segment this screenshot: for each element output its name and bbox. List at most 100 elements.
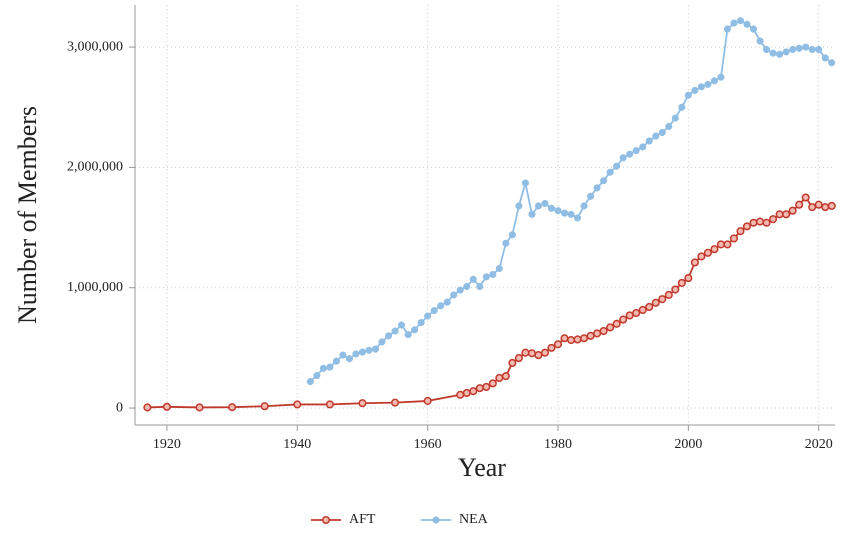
- point: [762, 218, 771, 227]
- point: [143, 403, 152, 412]
- point: [514, 354, 523, 363]
- point: [795, 44, 803, 52]
- point: [508, 231, 516, 239]
- point: [743, 20, 751, 28]
- point: [808, 45, 816, 54]
- point: [560, 209, 569, 217]
- point: [788, 206, 797, 215]
- point: [462, 388, 471, 398]
- legend-label: AFT: [349, 512, 376, 527]
- point: [371, 345, 380, 353]
- point: [736, 227, 745, 236]
- point: [678, 103, 686, 111]
- point: [411, 326, 419, 334]
- point: [606, 323, 615, 332]
- point: [501, 372, 510, 381]
- point: [469, 275, 477, 283]
- point: [658, 295, 667, 304]
- point: [639, 143, 647, 151]
- point: [332, 357, 340, 365]
- point: [782, 48, 790, 56]
- point: [789, 45, 797, 54]
- point: [456, 286, 464, 294]
- legend-item: AFT: [311, 512, 376, 527]
- point: [691, 86, 699, 94]
- point: [742, 222, 752, 231]
- point: [534, 202, 542, 210]
- point: [326, 363, 334, 371]
- x-tick-label: 1940: [283, 437, 311, 452]
- point: [450, 291, 458, 299]
- point: [508, 358, 517, 367]
- point: [814, 200, 823, 209]
- point: [352, 350, 360, 358]
- point: [358, 399, 367, 408]
- line: [309, 19, 833, 383]
- point: [586, 331, 595, 340]
- point: [703, 248, 712, 257]
- point: [580, 334, 589, 343]
- point: [684, 91, 692, 99]
- x-tick-label: 1960: [414, 437, 442, 452]
- point: [763, 45, 771, 54]
- point: [684, 274, 693, 283]
- point: [313, 372, 321, 380]
- point: [723, 25, 732, 33]
- legend-marker: [432, 516, 440, 524]
- point: [443, 298, 451, 306]
- point: [710, 245, 719, 254]
- point: [815, 45, 823, 54]
- point: [827, 201, 836, 210]
- point: [652, 132, 660, 140]
- point: [566, 336, 576, 345]
- point: [736, 17, 745, 25]
- point: [769, 49, 777, 57]
- point: [469, 387, 478, 396]
- point: [632, 147, 640, 155]
- point: [417, 319, 425, 327]
- point: [593, 329, 602, 338]
- point: [162, 402, 171, 411]
- point: [612, 319, 621, 328]
- point: [430, 307, 438, 315]
- point: [801, 193, 810, 202]
- point: [574, 214, 582, 222]
- point: [260, 402, 269, 411]
- point: [638, 305, 647, 315]
- point: [391, 398, 400, 407]
- x-tick-label: 2000: [674, 437, 702, 452]
- y-axis-label: Number of Members: [13, 106, 42, 324]
- point: [521, 179, 529, 187]
- point: [828, 59, 836, 67]
- point: [580, 202, 588, 210]
- y-tick-label: 3,000,000: [67, 39, 123, 54]
- x-tick-label: 1920: [153, 437, 181, 452]
- point: [730, 19, 738, 27]
- point: [593, 184, 601, 192]
- point: [319, 364, 327, 372]
- point: [521, 348, 530, 357]
- point: [541, 199, 549, 208]
- point: [613, 162, 621, 170]
- point: [560, 334, 569, 343]
- point: [755, 217, 765, 226]
- point: [723, 240, 732, 249]
- point: [437, 302, 445, 310]
- point: [567, 210, 575, 218]
- point: [756, 37, 764, 45]
- point: [802, 43, 810, 51]
- x-tick-label: 1980: [544, 437, 572, 452]
- point: [749, 218, 758, 227]
- point: [606, 168, 614, 176]
- y-tick-label: 0: [116, 400, 123, 415]
- point: [378, 338, 386, 346]
- line: [147, 196, 832, 409]
- point: [717, 73, 725, 81]
- point: [690, 258, 699, 267]
- point: [456, 390, 465, 399]
- legend-item: NEA: [421, 512, 489, 527]
- point: [423, 396, 432, 405]
- point: [195, 403, 204, 412]
- point: [651, 298, 660, 307]
